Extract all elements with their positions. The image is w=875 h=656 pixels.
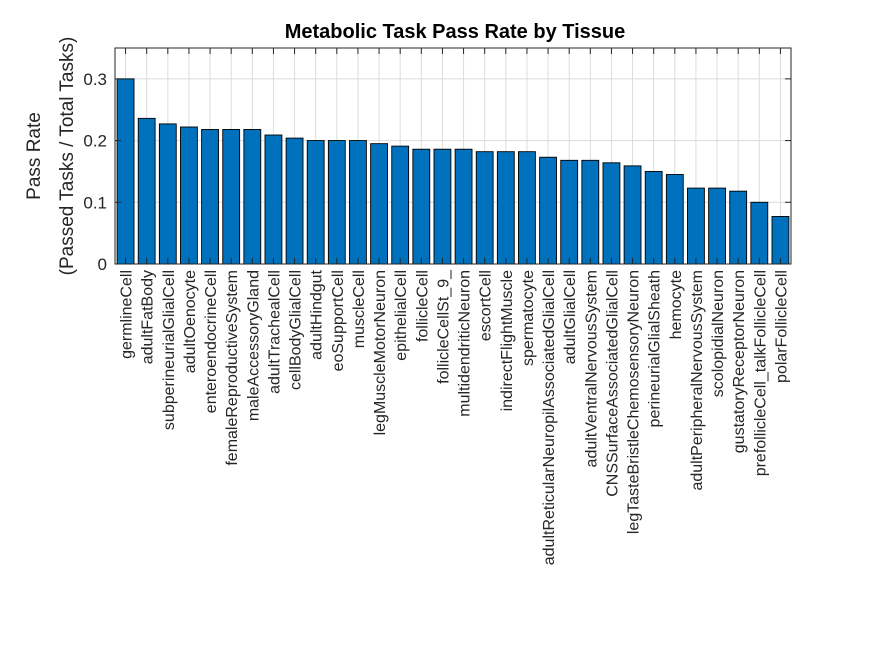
x-tick-label: adultTrachealCell <box>266 270 283 394</box>
bar <box>412 148 431 265</box>
x-tick-label: cellBodyGlialCell <box>288 270 305 390</box>
x-tick-label: maleAccessoryGland <box>245 270 262 421</box>
x-tick-label: adultVentralNervousSystem <box>583 270 600 467</box>
bar <box>771 216 790 265</box>
bar <box>391 145 410 265</box>
y-tick-label: 0.3 <box>83 70 107 89</box>
y-tick-label: 0.1 <box>83 193 107 212</box>
x-tick-label: eoSupportCell <box>330 270 347 371</box>
x-tick-label: escortCell <box>478 270 495 341</box>
bar <box>496 151 515 265</box>
bar <box>222 129 241 265</box>
bar <box>475 151 494 265</box>
bar <box>116 78 135 265</box>
x-tick-label: gustatoryReceptorNeuron <box>731 270 748 453</box>
x-tick-label: muscleCell <box>351 270 368 348</box>
bar <box>665 174 684 265</box>
x-tick-label: hemocyte <box>668 270 685 339</box>
x-tick-label: enteroendocrineCell <box>203 270 220 413</box>
x-tick-label: adultHindgut <box>309 269 326 359</box>
bar <box>201 129 219 265</box>
x-tick-label: legTasteBristleChemosensoryNeuron <box>626 270 643 534</box>
x-tick-label: adultOenocyte <box>182 270 199 373</box>
bar <box>180 126 198 265</box>
x-tick-label: adultPeripheralNervousSystem <box>689 270 706 491</box>
x-tick-label: femaleReproductiveSystem <box>224 270 241 466</box>
bar <box>581 159 600 265</box>
bar <box>137 117 156 265</box>
x-tick-label: germlineCell <box>119 270 136 359</box>
bar <box>158 123 177 265</box>
bar <box>349 140 367 265</box>
bar <box>729 190 748 265</box>
x-tick-label: epithelialCell <box>393 270 410 361</box>
y-axis-label: Pass Rate (Passed Tasks / Total Tasks) <box>24 37 78 276</box>
bar <box>708 187 726 265</box>
x-tick-label: indirectFlightMuscle <box>499 270 516 411</box>
x-tick-label: polarFollicleCell <box>773 270 790 383</box>
bar <box>623 165 642 265</box>
x-tick-label: perineurialGlialSheath <box>647 270 664 427</box>
bar <box>433 148 452 265</box>
bar <box>264 134 283 265</box>
x-tick-label: follicleCell <box>414 270 431 342</box>
y-axis-label-line-1: Pass Rate <box>24 112 45 200</box>
x-tick-label: scolopidialNeuron <box>710 270 727 397</box>
x-tick-label: adultGlialCell <box>562 270 579 364</box>
bar <box>306 140 325 265</box>
plot-area-frame <box>114 47 792 265</box>
bar <box>539 156 557 265</box>
bar <box>454 148 473 265</box>
bar <box>518 151 536 265</box>
x-tick-label: multidendriticNeuron <box>457 270 474 417</box>
x-axis-ticks: germlineCell adultFatBody subperineurialGl… <box>119 48 790 565</box>
x-tick-label: subperineurialGlialCell <box>161 270 178 430</box>
bar <box>243 129 262 265</box>
x-tick-label: CNSSurfaceAssociatedGlialCell <box>604 270 621 497</box>
y-axis-label-line-2: (Passed Tasks / Total Tasks) <box>57 37 78 276</box>
x-tick-label: adultFatBody <box>140 270 157 364</box>
bar <box>644 170 663 265</box>
bar <box>750 201 769 265</box>
bar <box>560 159 579 265</box>
x-tick-label: legMuscleMotorNeuron <box>372 270 389 435</box>
bar <box>687 187 705 265</box>
y-tick-label: 0 <box>98 255 107 274</box>
y-tick-label: 0.2 <box>83 132 107 151</box>
bars <box>116 78 790 265</box>
x-tick-label: follicleCellSt_9_ <box>435 269 452 384</box>
x-tick-label: prefollicleCell_talkFollicleCell <box>752 270 769 476</box>
bar <box>370 143 388 265</box>
bar <box>285 137 304 265</box>
x-tick-label: adultReticularNeuropilAssociatedGlialCel… <box>541 270 558 565</box>
x-tick-label: spermatocyte <box>520 270 537 366</box>
y-axis-ticks: 0 0.1 0.2 0.3 <box>83 70 791 274</box>
bar <box>602 162 621 265</box>
chart-title: Metabolic Task Pass Rate by Tissue <box>285 21 626 43</box>
bar <box>327 140 346 265</box>
